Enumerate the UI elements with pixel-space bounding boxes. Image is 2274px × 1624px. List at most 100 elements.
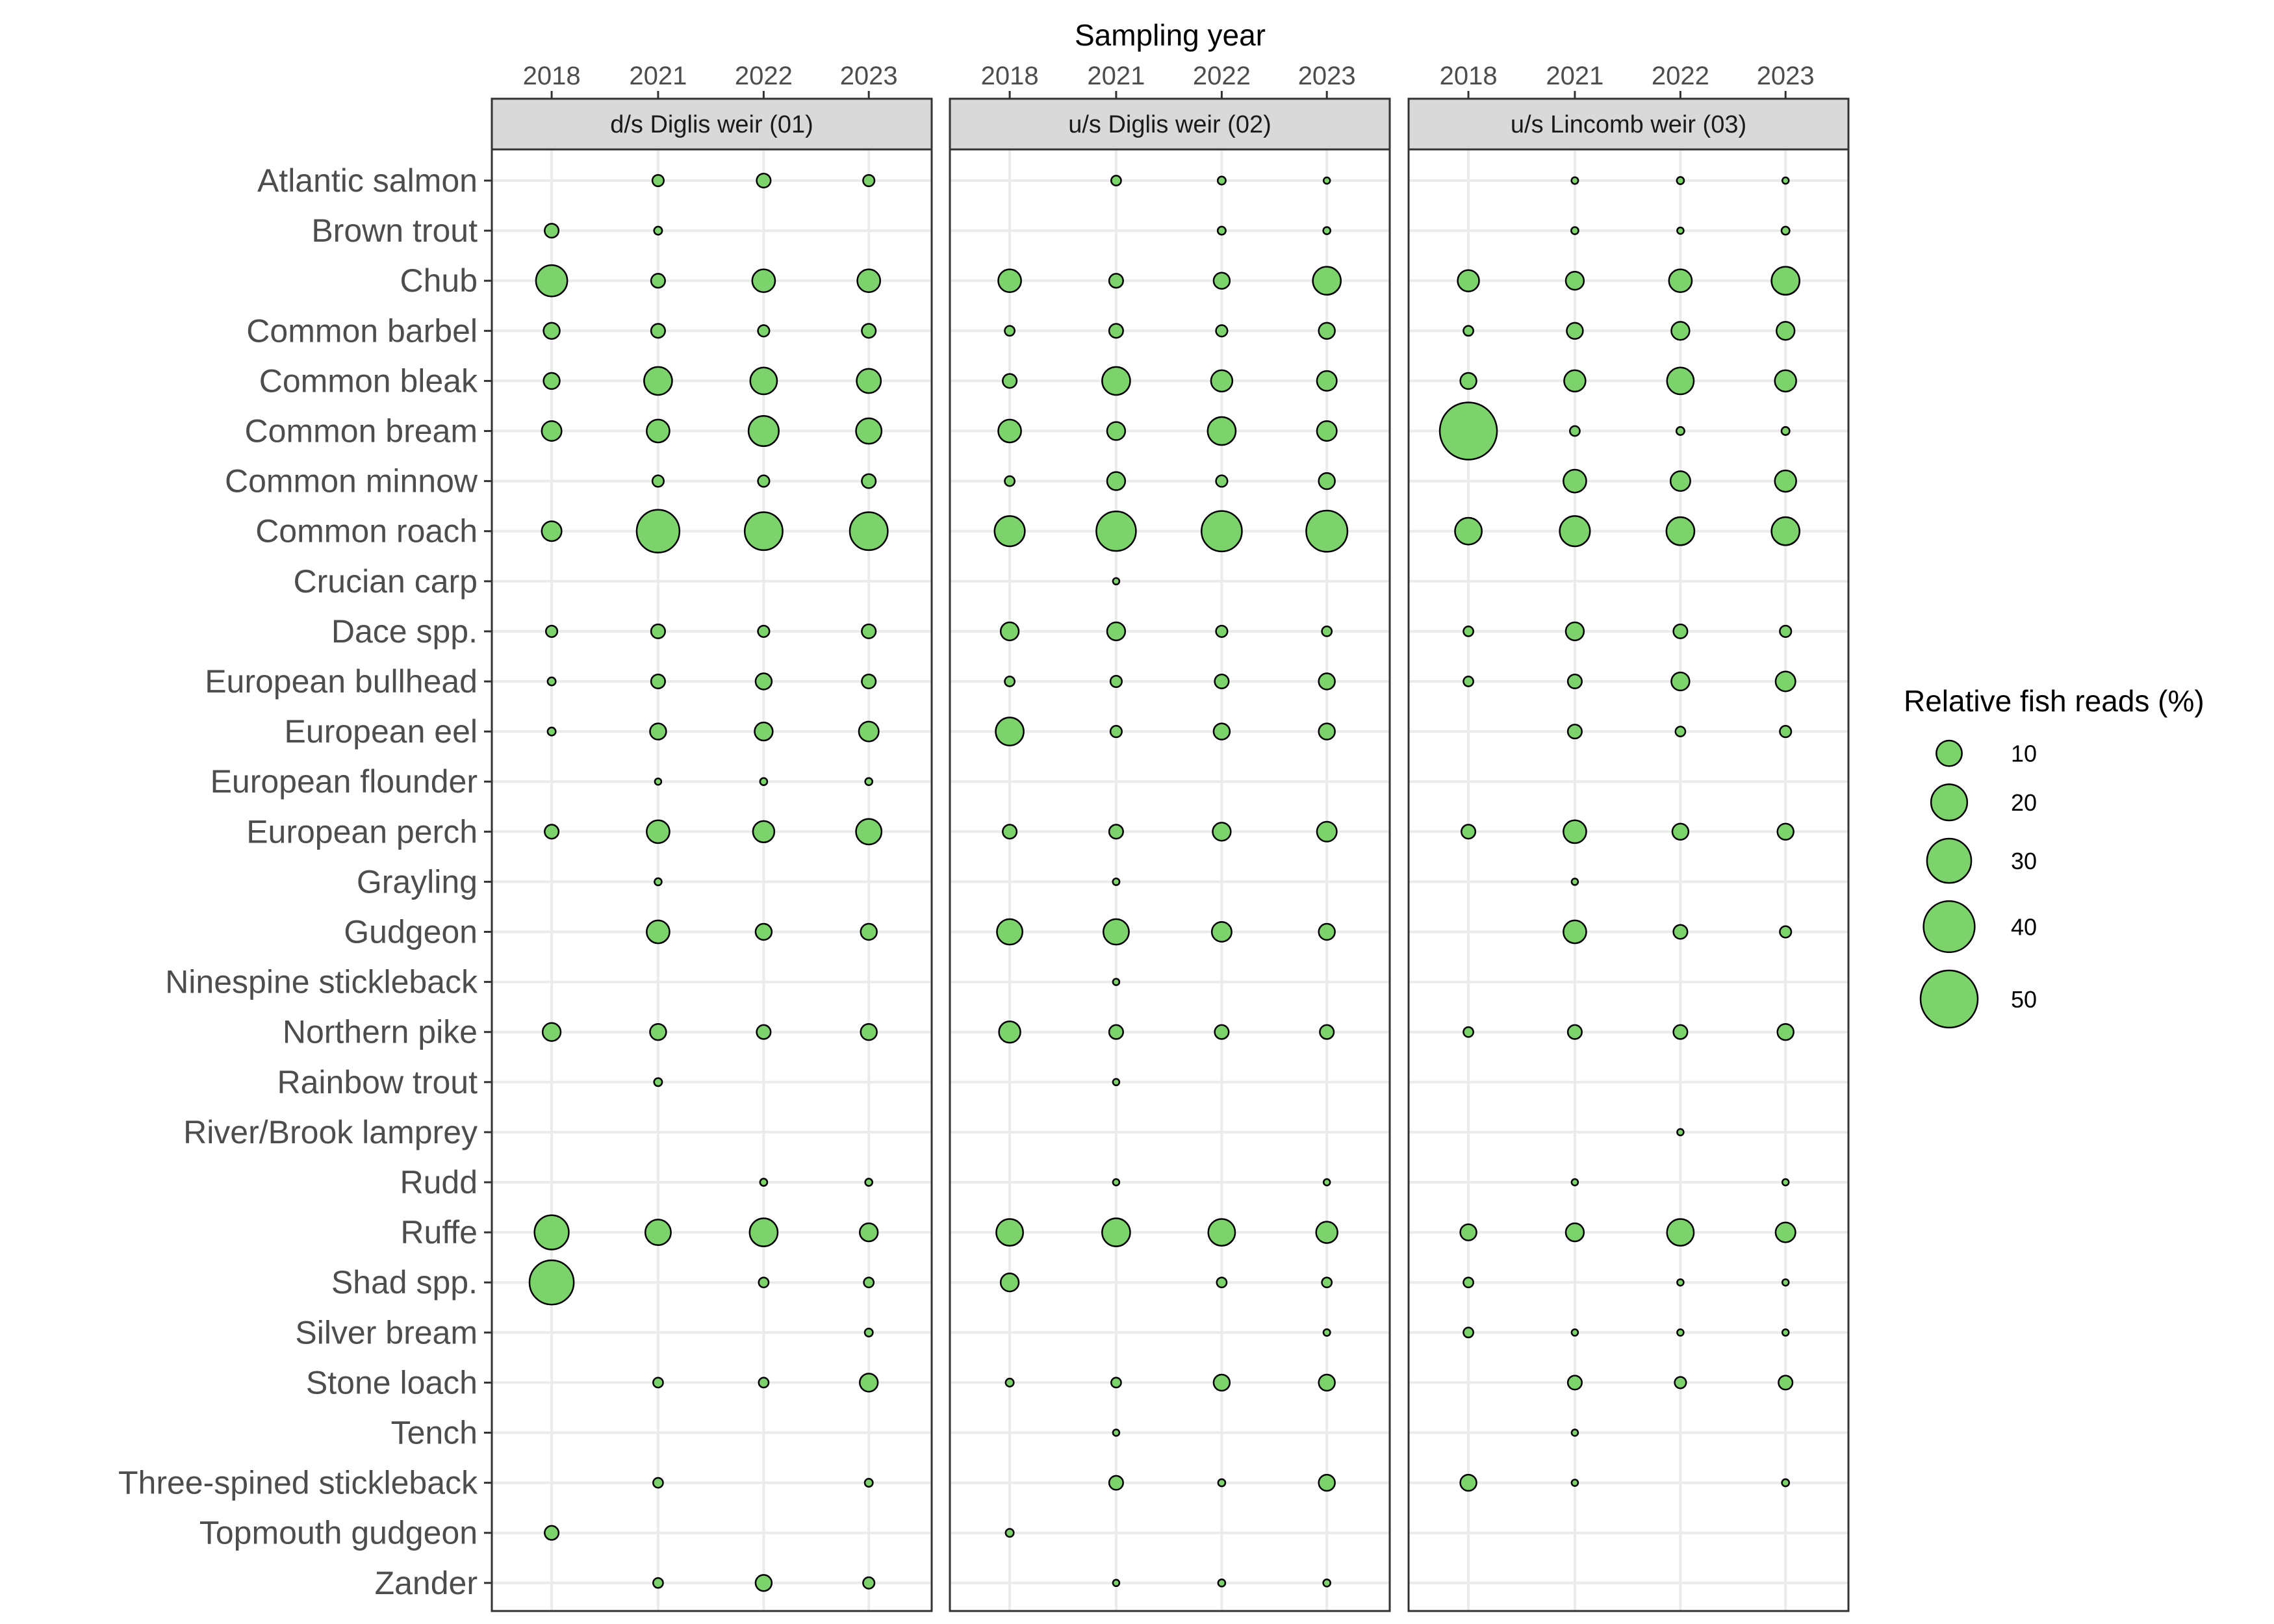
facet-3-bubble-stone-loach-2023 bbox=[1778, 1375, 1794, 1391]
facet-3-bubble-northern-pike-2023 bbox=[1776, 1023, 1795, 1041]
facet-1-bubble-brown-trout-2018 bbox=[544, 223, 560, 239]
legend-bubble-40 bbox=[1923, 900, 1976, 954]
facet-3-bubble-silver-bream-2022 bbox=[1676, 1328, 1685, 1337]
facet-3-bubble-dace-spp-2022 bbox=[1672, 623, 1689, 639]
facet-1-bubble-european-perch-2022 bbox=[752, 820, 776, 844]
facet-2-bubble-dace-spp-2023 bbox=[1321, 626, 1333, 637]
tick-label-species-dace-spp: Dace spp. bbox=[331, 613, 478, 650]
facet-2-bubble-tench-2021 bbox=[1112, 1428, 1121, 1437]
facet-3-bubble-stone-loach-2022 bbox=[1674, 1376, 1687, 1389]
facet-2-bubble-common-bream-2023 bbox=[1316, 420, 1338, 442]
facet-1-bubble-stone-loach-2022 bbox=[758, 1377, 770, 1389]
facet-2-bubble-european-eel-2022 bbox=[1212, 722, 1231, 741]
facet-1-bubble-dace-spp-2022 bbox=[757, 624, 771, 638]
tick-label-species-rudd: Rudd bbox=[400, 1164, 478, 1200]
facet-2-bubble-common-roach-2022 bbox=[1201, 510, 1243, 553]
facet-3-bubble-european-eel-2023 bbox=[1779, 725, 1793, 739]
facet-2-bubble-ruffe-2021 bbox=[1101, 1217, 1131, 1247]
facet-3-bubble-gudgeon-2022 bbox=[1672, 924, 1689, 940]
tick-label-species-european-flounder: European flounder bbox=[211, 763, 478, 800]
facet-3-bubble-three-spined-stickleback-2018 bbox=[1459, 1473, 1477, 1492]
facet-1-bubble-topmouth-gudgeon-2018 bbox=[544, 1525, 560, 1541]
facet-2-bubble-rudd-2023 bbox=[1322, 1178, 1331, 1187]
facet-1-bubble-european-bullhead-2021 bbox=[650, 673, 666, 690]
facet-2-bubble-gudgeon-2022 bbox=[1210, 921, 1233, 943]
facet-1-tick-label-year-2022: 2022 bbox=[735, 62, 793, 90]
facet-2-bubble-shad-spp-2018 bbox=[999, 1273, 1020, 1293]
facet-2-tick-label-year-2021: 2021 bbox=[1087, 62, 1145, 90]
facet-1-bubble-atlantic-salmon-2022 bbox=[756, 172, 772, 189]
facet-1-bubble-three-spined-stickleback-2021 bbox=[652, 1477, 664, 1489]
facet-1-bubble-common-bream-2023 bbox=[855, 417, 883, 445]
facet-3-bubble-gudgeon-2021 bbox=[1563, 919, 1587, 945]
tick-label-species-silver-bream: Silver bream bbox=[295, 1314, 478, 1351]
facet-3-bubble-northern-pike-2018 bbox=[1463, 1026, 1474, 1038]
facet-3-bubble-river-brook-lamprey-2022 bbox=[1676, 1128, 1685, 1137]
facet-2-bubble-chub-2018 bbox=[997, 268, 1022, 294]
facet-1-bubble-brown-trout-2021 bbox=[653, 225, 663, 236]
facet-1-bubble-european-flounder-2023 bbox=[864, 777, 874, 787]
legend-bubble-10 bbox=[1935, 739, 1963, 767]
facet-1-bubble-northern-pike-2023 bbox=[860, 1023, 878, 1041]
facet-2-bubble-common-minnow-2018 bbox=[1004, 475, 1016, 487]
facet-2-bubble-common-minnow-2021 bbox=[1106, 471, 1127, 491]
facet-3-bubble-european-bullhead-2022 bbox=[1670, 671, 1691, 692]
facet-2-bubble-atlantic-salmon-2021 bbox=[1110, 175, 1122, 186]
facet-2-bubble-common-bleak-2022 bbox=[1210, 369, 1234, 393]
tick-label-species-northern-pike: Northern pike bbox=[283, 1014, 478, 1050]
tick-label-species-shad-spp: Shad spp. bbox=[331, 1264, 478, 1300]
facet-2-bubble-gudgeon-2018 bbox=[996, 918, 1023, 946]
facet-2-bubble-common-bream-2018 bbox=[997, 418, 1022, 444]
facet-3-bubble-shad-spp-2018 bbox=[1463, 1276, 1474, 1289]
facet-3-bubble-common-minnow-2022 bbox=[1669, 470, 1691, 492]
facet-2-bubble-northern-pike-2022 bbox=[1214, 1024, 1230, 1040]
tick-label-species-rainbow-trout: Rainbow trout bbox=[277, 1064, 478, 1100]
facet-3-bubble-european-bullhead-2018 bbox=[1463, 676, 1474, 687]
facet-1-bubble-ruffe-2018 bbox=[533, 1214, 570, 1250]
facet-1-bubble-common-roach-2023 bbox=[849, 511, 889, 552]
facet-2-bubble-rainbow-trout-2021 bbox=[1112, 1078, 1121, 1087]
legend-bubble-50 bbox=[1919, 969, 1979, 1029]
facet-3-bubble-common-roach-2023 bbox=[1770, 516, 1800, 546]
facet-1-tick-label-year-2023: 2023 bbox=[840, 62, 898, 90]
facet-2-bubble-gudgeon-2023 bbox=[1318, 922, 1336, 941]
facet-2-bubble-zander-2022 bbox=[1217, 1578, 1227, 1588]
facet-2-bubble-european-eel-2018 bbox=[995, 717, 1025, 746]
facet-3-bubble-common-bleak-2023 bbox=[1774, 369, 1797, 393]
facet-1-bubble-northern-pike-2022 bbox=[756, 1024, 772, 1040]
facet-3-bubble-european-perch-2021 bbox=[1563, 819, 1587, 844]
tick-label-species-grayling: Grayling bbox=[357, 863, 478, 900]
facet-1-tick-label-year-2021: 2021 bbox=[629, 62, 687, 90]
facet-2-bubble-brown-trout-2023 bbox=[1322, 226, 1332, 235]
facet-2-bubble-common-bleak-2018 bbox=[1002, 373, 1018, 389]
facet-2-bubble-crucian-carp-2021 bbox=[1112, 577, 1121, 586]
facet-3-bubble-common-bleak-2021 bbox=[1563, 369, 1587, 393]
facet-1-bubble-chub-2021 bbox=[650, 273, 666, 289]
facet-2-bubble-common-barbel-2021 bbox=[1108, 323, 1124, 339]
facet-2-bubble-gudgeon-2021 bbox=[1102, 918, 1130, 946]
facet-3-bubble-ruffe-2021 bbox=[1565, 1222, 1585, 1243]
facet-1-bubble-ruffe-2023 bbox=[859, 1222, 879, 1243]
facet-2-bubble-common-barbel-2018 bbox=[1004, 325, 1016, 337]
facet-2-bubble-silver-bream-2023 bbox=[1322, 1328, 1331, 1337]
facet-2-bubble-northern-pike-2021 bbox=[1108, 1024, 1124, 1040]
facet-2-bubble-common-bream-2021 bbox=[1106, 421, 1127, 441]
facet-2-bubble-dace-spp-2022 bbox=[1215, 624, 1229, 638]
facet-3-bubble-shad-spp-2022 bbox=[1676, 1278, 1685, 1287]
facet-3-bubble-northern-pike-2021 bbox=[1566, 1024, 1583, 1040]
facet-2-bubble-european-bullhead-2018 bbox=[1004, 676, 1016, 687]
facet-3-bubble-chub-2023 bbox=[1770, 266, 1800, 296]
legend-bubble-30 bbox=[1926, 837, 1973, 884]
facet-3-bubble-ruffe-2023 bbox=[1774, 1221, 1796, 1243]
facet-3-bubble-brown-trout-2023 bbox=[1780, 225, 1791, 236]
tick-label-species-european-perch: European perch bbox=[246, 813, 478, 850]
facet-2-bubble-atlantic-salmon-2023 bbox=[1322, 176, 1331, 185]
tick-label-species-common-bream: Common bream bbox=[245, 413, 478, 450]
facet-3-bubble-ruffe-2018 bbox=[1459, 1223, 1477, 1241]
tick-label-species-river-brook-lamprey: River/Brook lamprey bbox=[183, 1114, 478, 1150]
facet-1-bubble-three-spined-stickleback-2023 bbox=[863, 1478, 874, 1488]
tick-label-species-atlantic-salmon: Atlantic salmon bbox=[257, 162, 478, 199]
facet-3-bubble-silver-bream-2021 bbox=[1570, 1328, 1579, 1337]
facet-3-bubble-rudd-2021 bbox=[1570, 1178, 1579, 1187]
